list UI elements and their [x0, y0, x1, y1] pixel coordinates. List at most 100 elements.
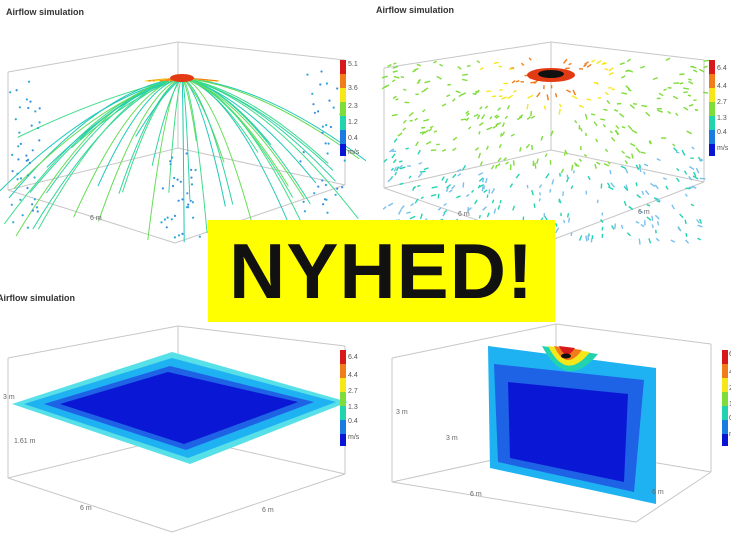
colorbar-tick: 5.1	[348, 61, 358, 68]
velocity-arrow	[500, 133, 503, 137]
velocity-arrow	[623, 185, 629, 192]
velocity-arrow	[640, 65, 646, 69]
velocity-arrow	[416, 184, 421, 188]
velocity-arrow	[665, 57, 671, 62]
velocity-arrow	[417, 78, 422, 82]
velocity-arrow	[479, 161, 483, 166]
particle	[33, 198, 36, 201]
velocity-arrow	[648, 140, 652, 145]
particle	[36, 210, 39, 213]
particle	[325, 82, 328, 85]
velocity-arrow	[478, 177, 484, 182]
velocity-arrow	[604, 67, 609, 71]
velocity-arrow	[441, 148, 447, 152]
velocity-arrow	[492, 124, 498, 129]
velocity-arrow	[447, 83, 451, 86]
velocity-slice	[488, 346, 656, 504]
velocity-arrow	[393, 138, 398, 143]
velocity-arrow	[698, 68, 705, 73]
velocity-arrow	[650, 182, 656, 188]
colorbar-tick: 6.4	[348, 354, 358, 361]
particle	[186, 206, 189, 209]
velocity-arrow	[526, 116, 532, 120]
velocity-arrow	[658, 92, 664, 97]
velocity-arrow	[457, 66, 462, 70]
velocity-arrow	[640, 223, 645, 228]
velocity-arrow	[585, 235, 588, 242]
velocity-arrow	[688, 103, 694, 107]
velocity-arrow	[530, 111, 533, 117]
velocity-arrow	[477, 184, 481, 189]
particle	[190, 176, 193, 179]
panel-title: Airflow simulation	[0, 293, 76, 303]
velocity-arrow	[526, 103, 529, 110]
velocity-arrow	[406, 211, 411, 214]
velocity-arrow	[698, 158, 703, 162]
streamline	[181, 77, 294, 198]
room-box	[7, 325, 346, 533]
velocity-arrow	[621, 126, 626, 129]
velocity-arrow	[697, 224, 703, 228]
velocity-arrow	[395, 166, 400, 172]
particle	[192, 216, 195, 219]
velocity-arrow	[626, 232, 631, 237]
velocity-arrow	[437, 193, 440, 199]
particle	[320, 70, 323, 73]
velocity-arrow	[466, 65, 471, 67]
velocity-arrow	[614, 130, 620, 135]
velocity-arrow	[683, 87, 690, 90]
velocity-arrow	[495, 164, 498, 169]
particle	[170, 218, 173, 221]
velocity-arrow	[417, 172, 423, 178]
velocity-arrow	[506, 105, 511, 110]
velocity-arrow	[679, 213, 684, 219]
particle	[38, 121, 41, 124]
velocity-arrow	[566, 176, 570, 183]
velocity-arrow	[443, 202, 447, 207]
particle	[176, 178, 179, 181]
particle	[17, 145, 20, 148]
velocity-arrow	[441, 176, 445, 181]
velocity-arrow	[690, 203, 695, 207]
diffuser	[527, 68, 575, 82]
velocity-arrow	[398, 164, 404, 169]
velocity-arrow	[688, 80, 694, 85]
velocity-arrow	[626, 58, 631, 63]
velocity-arrow	[408, 111, 414, 117]
velocity-arrow	[608, 71, 615, 76]
velocity-arrow	[518, 114, 524, 119]
particle	[33, 176, 36, 179]
particle	[35, 206, 39, 209]
velocity-arrow	[392, 70, 398, 73]
particle	[322, 203, 325, 206]
velocity-arrow	[685, 187, 691, 190]
velocity-arrow	[663, 88, 667, 92]
streamline	[147, 77, 183, 241]
velocity-arrow	[651, 224, 654, 229]
particle	[34, 110, 37, 113]
velocity-arrow	[628, 205, 634, 211]
velocity-arrow	[683, 91, 688, 94]
velocity-arrow	[681, 149, 686, 156]
velocity-arrow	[503, 157, 507, 161]
particle	[328, 99, 331, 102]
velocity-arrow	[601, 226, 604, 231]
particle	[186, 192, 189, 195]
particle	[181, 198, 184, 201]
velocity-arrow	[575, 163, 580, 168]
velocity-arrow	[443, 209, 448, 214]
velocity-arrow	[512, 160, 515, 166]
particle	[28, 161, 31, 165]
velocity-arrow	[651, 215, 654, 221]
velocity-arrow	[478, 130, 481, 135]
velocity-arrow	[675, 177, 680, 183]
velocity-arrow	[615, 125, 620, 130]
velocity-arrow	[687, 94, 692, 97]
velocity-arrow	[455, 90, 461, 94]
horizontal-slice-plot: 6.4 4.4 2.7 1.3 0.4 m/s 3 m 1.61 m 6 m 6…	[3, 325, 360, 533]
particle	[317, 185, 320, 188]
velocity-arrow	[444, 178, 449, 184]
velocity-arrow	[505, 161, 509, 165]
velocity-arrow	[391, 113, 398, 117]
velocity-arrow	[638, 209, 644, 214]
